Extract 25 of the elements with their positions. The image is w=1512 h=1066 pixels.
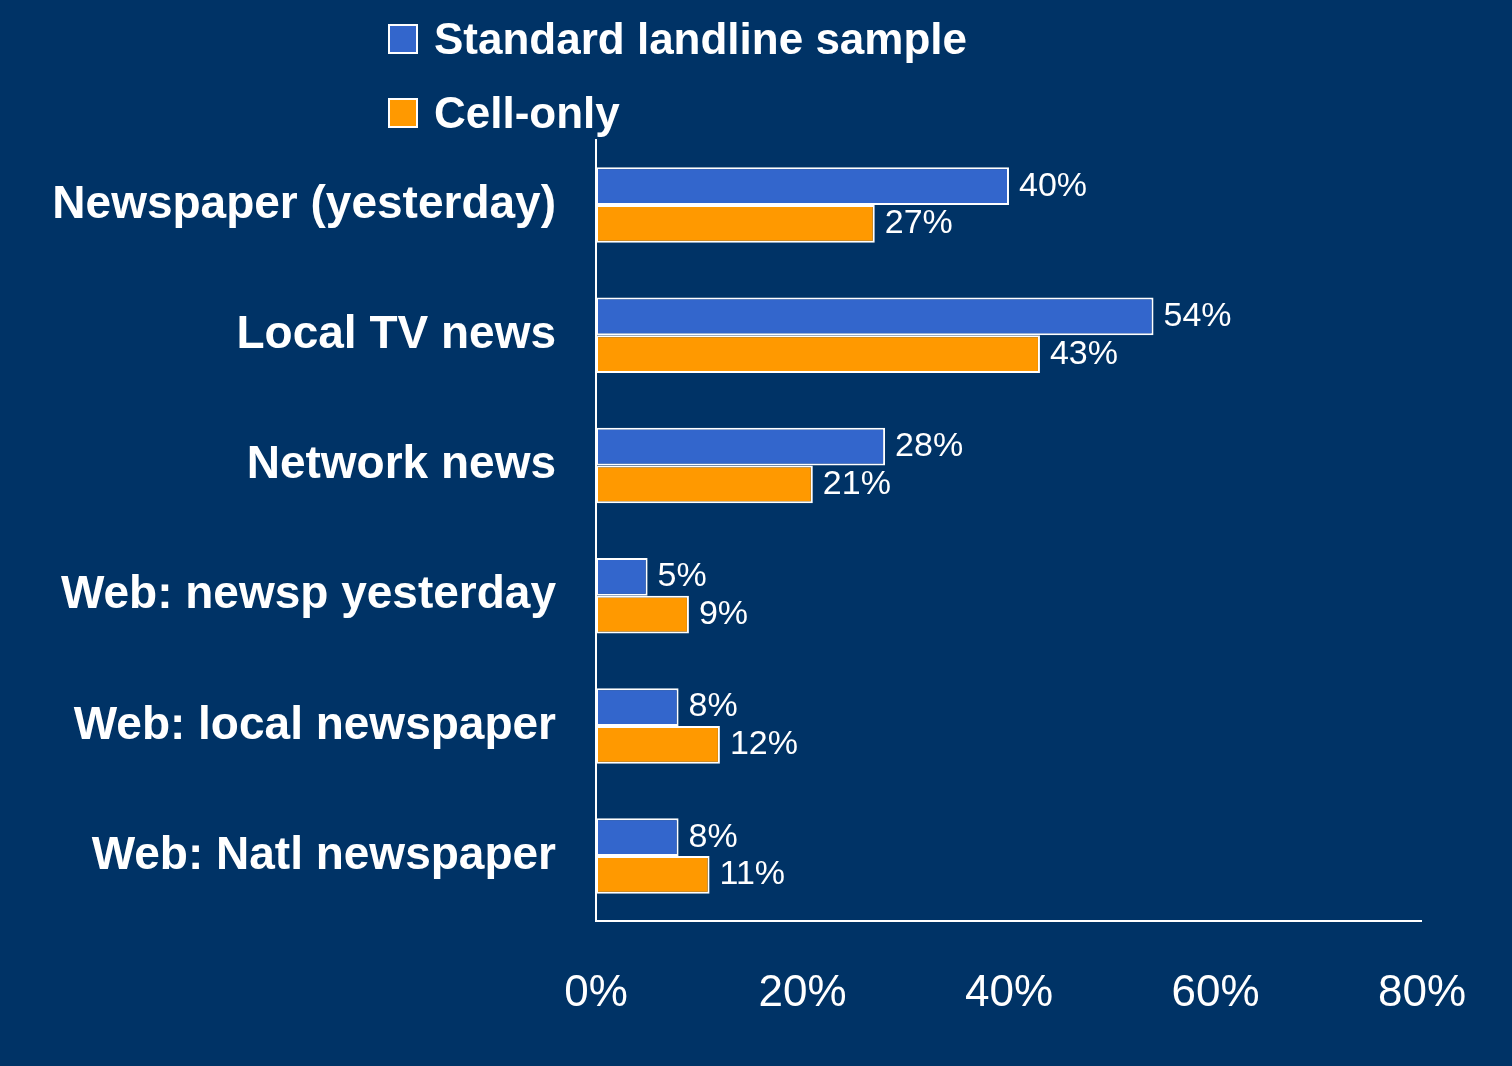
y-tick-label: Newspaper (yesterday) <box>52 175 556 228</box>
legend-label: Standard landline sample <box>434 14 968 64</box>
x-tick-label: 20% <box>758 965 847 1015</box>
data-label: 27% <box>884 202 953 241</box>
data-label: 54% <box>1163 294 1232 333</box>
x-tick-label: 40% <box>964 965 1054 1015</box>
x-tick-label: 80% <box>1377 965 1467 1015</box>
x-tick-label: 0% <box>564 965 628 1015</box>
data-label: 43% <box>1049 332 1119 371</box>
data-label: 11% <box>719 853 786 892</box>
y-tick-label: Web: Natl newspaper <box>91 826 557 879</box>
x-tick-label: 60% <box>1171 965 1260 1015</box>
data-label: 28% <box>895 425 964 463</box>
y-tick-label: Web: local newspaper <box>73 696 557 749</box>
data-label: 8% <box>688 685 738 724</box>
data-label: 8% <box>688 815 738 854</box>
y-tick-label: Network news <box>246 436 556 489</box>
y-tick-label: Web: newsp yesterday <box>60 566 557 619</box>
data-label: 21% <box>822 462 891 501</box>
data-label: 9% <box>698 592 749 631</box>
data-label: 40% <box>1018 164 1088 203</box>
y-tick-label: Local TV news <box>236 305 556 358</box>
legend-label: Cell-only <box>434 88 620 138</box>
data-label: 12% <box>729 723 798 762</box>
data-label: 5% <box>657 555 707 594</box>
